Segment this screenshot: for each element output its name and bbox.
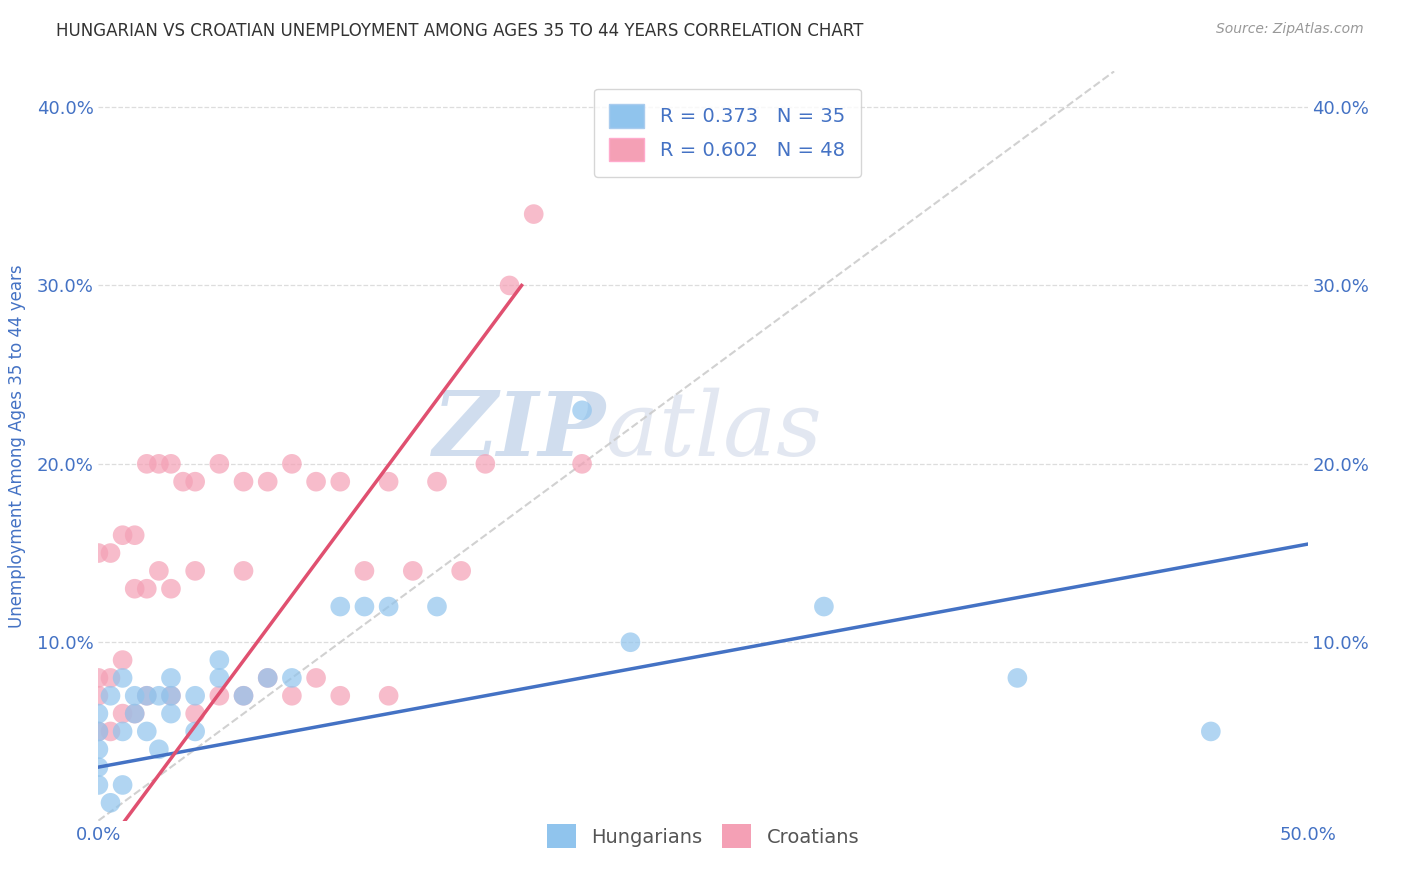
Point bbox=[100, 796, 122, 810]
Point bbox=[1199, 724, 1222, 739]
Text: HUNGARIAN VS CROATIAN UNEMPLOYMENT AMONG AGES 35 TO 44 YEARS CORRELATION CHART: HUNGARIAN VS CROATIAN UNEMPLOYMENT AMONG… bbox=[56, 22, 863, 40]
Point bbox=[172, 475, 194, 489]
Point bbox=[184, 475, 207, 489]
Point bbox=[426, 599, 449, 614]
Point bbox=[305, 671, 328, 685]
Point bbox=[1007, 671, 1029, 685]
Point bbox=[148, 457, 170, 471]
Point bbox=[160, 689, 183, 703]
Y-axis label: Unemployment Among Ages 35 to 44 years: Unemployment Among Ages 35 to 44 years bbox=[7, 264, 25, 628]
Point bbox=[377, 689, 399, 703]
Point bbox=[160, 689, 183, 703]
Point bbox=[208, 689, 231, 703]
Point bbox=[208, 457, 231, 471]
Point bbox=[124, 689, 146, 703]
Point bbox=[160, 671, 183, 685]
Point bbox=[353, 564, 375, 578]
Point bbox=[111, 778, 134, 792]
Point bbox=[256, 671, 278, 685]
Point bbox=[87, 724, 110, 739]
Point bbox=[329, 599, 352, 614]
Point bbox=[256, 671, 278, 685]
Point bbox=[184, 564, 207, 578]
Point bbox=[208, 671, 231, 685]
Point bbox=[619, 635, 641, 649]
Point bbox=[232, 564, 254, 578]
Point bbox=[305, 475, 328, 489]
Point bbox=[281, 689, 304, 703]
Point bbox=[87, 760, 110, 774]
Point bbox=[256, 475, 278, 489]
Point bbox=[100, 689, 122, 703]
Point bbox=[523, 207, 546, 221]
Point bbox=[402, 564, 425, 578]
Point bbox=[148, 742, 170, 756]
Point bbox=[124, 528, 146, 542]
Legend: Hungarians, Croatians: Hungarians, Croatians bbox=[538, 816, 868, 856]
Point bbox=[377, 599, 399, 614]
Point bbox=[87, 706, 110, 721]
Point bbox=[111, 671, 134, 685]
Point bbox=[184, 689, 207, 703]
Point bbox=[232, 689, 254, 703]
Point bbox=[353, 599, 375, 614]
Point bbox=[329, 475, 352, 489]
Point bbox=[426, 475, 449, 489]
Point bbox=[111, 706, 134, 721]
Point bbox=[135, 582, 157, 596]
Point bbox=[160, 582, 183, 596]
Text: Source: ZipAtlas.com: Source: ZipAtlas.com bbox=[1216, 22, 1364, 37]
Point bbox=[87, 689, 110, 703]
Point bbox=[100, 546, 122, 560]
Point bbox=[100, 724, 122, 739]
Point bbox=[87, 724, 110, 739]
Point bbox=[184, 706, 207, 721]
Point bbox=[474, 457, 496, 471]
Point bbox=[124, 706, 146, 721]
Point bbox=[813, 599, 835, 614]
Point bbox=[135, 689, 157, 703]
Point bbox=[124, 582, 146, 596]
Point bbox=[377, 475, 399, 489]
Point bbox=[281, 457, 304, 471]
Point bbox=[148, 689, 170, 703]
Point bbox=[111, 528, 134, 542]
Text: atlas: atlas bbox=[606, 388, 823, 475]
Point bbox=[111, 653, 134, 667]
Point bbox=[87, 742, 110, 756]
Point bbox=[87, 546, 110, 560]
Point bbox=[111, 724, 134, 739]
Point bbox=[450, 564, 472, 578]
Point bbox=[281, 671, 304, 685]
Point bbox=[160, 706, 183, 721]
Point bbox=[329, 689, 352, 703]
Point bbox=[571, 457, 593, 471]
Point bbox=[160, 457, 183, 471]
Point bbox=[135, 457, 157, 471]
Text: ZIP: ZIP bbox=[433, 388, 606, 475]
Point bbox=[184, 724, 207, 739]
Point bbox=[232, 689, 254, 703]
Point bbox=[148, 564, 170, 578]
Point bbox=[571, 403, 593, 417]
Point bbox=[232, 475, 254, 489]
Point bbox=[87, 778, 110, 792]
Point bbox=[498, 278, 520, 293]
Point bbox=[100, 671, 122, 685]
Point bbox=[135, 689, 157, 703]
Point bbox=[135, 724, 157, 739]
Point bbox=[124, 706, 146, 721]
Point bbox=[87, 671, 110, 685]
Point bbox=[208, 653, 231, 667]
